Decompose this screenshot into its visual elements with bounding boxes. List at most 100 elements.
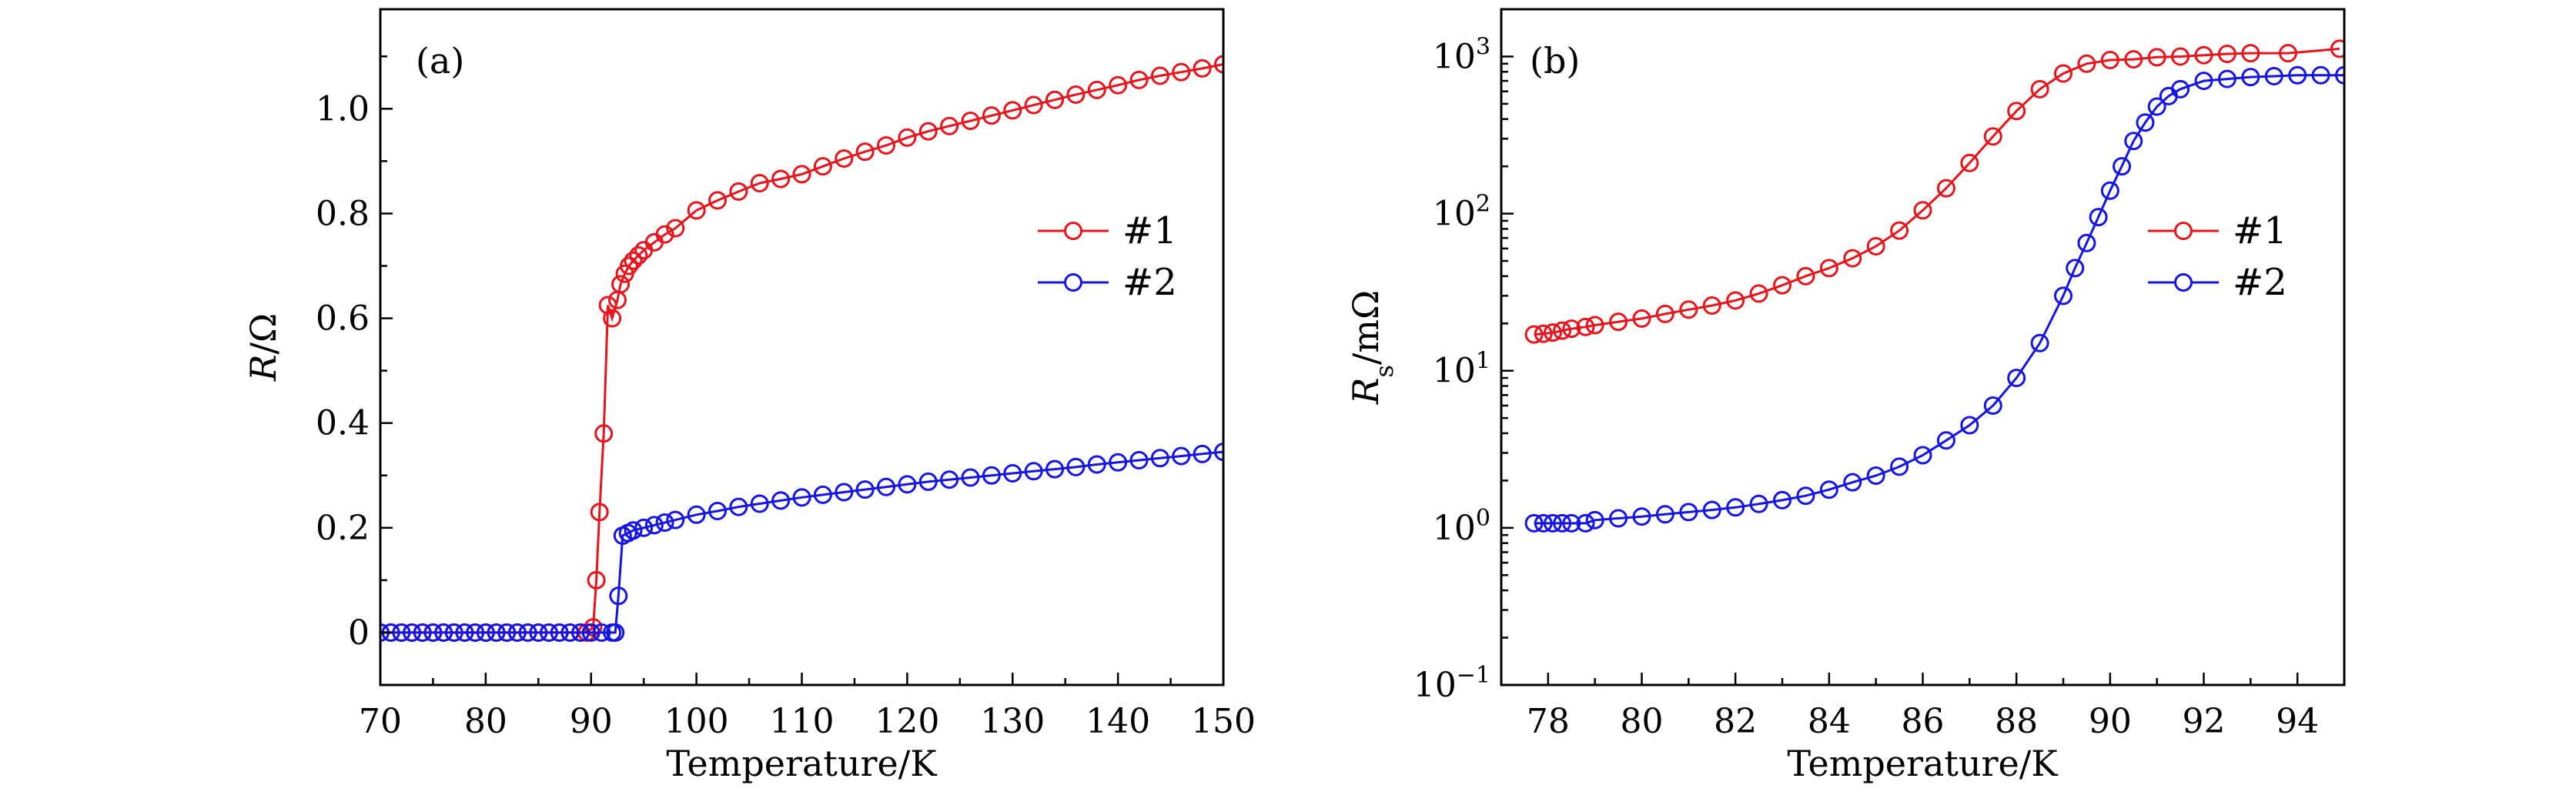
data-point <box>708 502 727 521</box>
x-tick-label: 90 <box>570 702 613 741</box>
data-point <box>792 165 811 184</box>
data-point <box>1609 312 1628 332</box>
data-point <box>1553 321 1572 340</box>
data-point <box>1150 66 1169 85</box>
legend-label: #1 <box>2233 209 2287 252</box>
x-tick-label: 94 <box>2276 702 2319 741</box>
data-point <box>455 623 474 642</box>
data-point <box>2330 39 2344 58</box>
data-point <box>2288 65 2307 85</box>
data-point <box>2279 44 2297 63</box>
tick-exponent: 1 <box>1476 348 1490 375</box>
tick-base: 10 <box>1433 352 1476 391</box>
data-point <box>1702 296 1721 316</box>
data-point <box>961 468 980 487</box>
data-point <box>729 497 748 516</box>
data-point <box>1679 503 1698 522</box>
data-point <box>835 149 854 168</box>
legend-marker <box>1064 222 1082 240</box>
data-point <box>2217 69 2236 89</box>
data-point <box>624 521 643 540</box>
x-tick-label: 120 <box>875 702 939 741</box>
data-point <box>1193 444 1212 463</box>
series-2 <box>1524 65 2344 533</box>
data-point <box>1913 201 1932 220</box>
x-tick-label: 140 <box>1086 702 1150 741</box>
data-point <box>2194 72 2213 91</box>
data-point <box>1632 507 1651 526</box>
data-point <box>624 251 643 270</box>
data-point <box>1524 513 1544 533</box>
data-point <box>2335 65 2344 85</box>
x-tick-label: 86 <box>1902 702 1945 741</box>
data-point <box>1172 446 1191 466</box>
data-point <box>1890 457 1909 476</box>
data-point <box>1172 62 1191 82</box>
data-point <box>877 477 895 496</box>
y-axis-unit: /Ω <box>243 313 284 355</box>
data-point <box>560 623 580 642</box>
data-point <box>466 623 485 642</box>
x-tick-label: 100 <box>664 702 729 741</box>
data-point <box>1702 500 1721 519</box>
data-point <box>855 142 875 162</box>
y-tick-label: 0.4 <box>316 404 370 443</box>
data-point <box>2054 286 2073 306</box>
data-point <box>587 570 606 590</box>
data-point <box>813 157 832 176</box>
data-point <box>1562 513 1581 533</box>
data-point <box>1087 80 1106 99</box>
data-point <box>1819 480 1838 499</box>
tick-exponent: 2 <box>1476 191 1490 218</box>
data-point <box>855 480 875 499</box>
x-tick-label: 88 <box>1995 702 2038 741</box>
data-point <box>1066 85 1086 104</box>
x-axis-title-a: Temperature/K <box>666 743 938 784</box>
data-point <box>2194 45 2213 65</box>
legend-label: #2 <box>1122 261 1177 304</box>
data-point <box>403 623 422 642</box>
data-point <box>1796 486 1815 506</box>
data-point <box>1150 449 1169 468</box>
x-tick-label: 82 <box>1714 702 1757 741</box>
data-point <box>529 623 548 642</box>
data-point <box>2124 50 2143 69</box>
data-point <box>813 485 832 504</box>
y-axis-unit: /mΩ <box>1345 290 1387 365</box>
data-point <box>655 513 674 533</box>
data-point <box>1843 473 1862 492</box>
legend-marker <box>2174 222 2193 240</box>
y-tick-label: 103 <box>1433 33 1490 76</box>
data-point <box>1866 466 1885 485</box>
data-point <box>2147 48 2166 67</box>
data-point <box>1193 58 1212 78</box>
data-point <box>2066 259 2085 278</box>
x-axis-title-b: Temperature/K <box>1787 743 2059 784</box>
data-point <box>620 256 639 276</box>
data-point <box>835 483 854 502</box>
data-point <box>940 470 959 489</box>
data-point <box>792 488 811 507</box>
data-point <box>1109 453 1128 472</box>
chart-panel-b: (b) Temperature/K Rs/mΩ #1 #2 78 80 82 84 86 88… <box>1345 8 2346 784</box>
data-point <box>487 623 506 642</box>
data-point <box>1553 513 1572 533</box>
data-point <box>1655 304 1674 323</box>
data-point <box>1866 236 1885 256</box>
data-point <box>1960 416 1979 435</box>
data-point <box>2217 44 2236 63</box>
data-point <box>1679 300 1698 319</box>
data-point <box>1655 505 1674 524</box>
data-point <box>771 491 791 510</box>
data-point <box>1632 309 1651 328</box>
data-point <box>413 623 432 642</box>
data-point <box>1024 95 1043 115</box>
x-tick-label: 150 <box>1191 702 1256 741</box>
data-point <box>918 122 938 141</box>
data-point <box>1024 462 1043 481</box>
data-point <box>2077 233 2096 252</box>
series-2 <box>380 443 1223 642</box>
data-point <box>606 623 625 642</box>
tick-base: 10 <box>1433 195 1476 234</box>
data-point <box>581 623 601 642</box>
